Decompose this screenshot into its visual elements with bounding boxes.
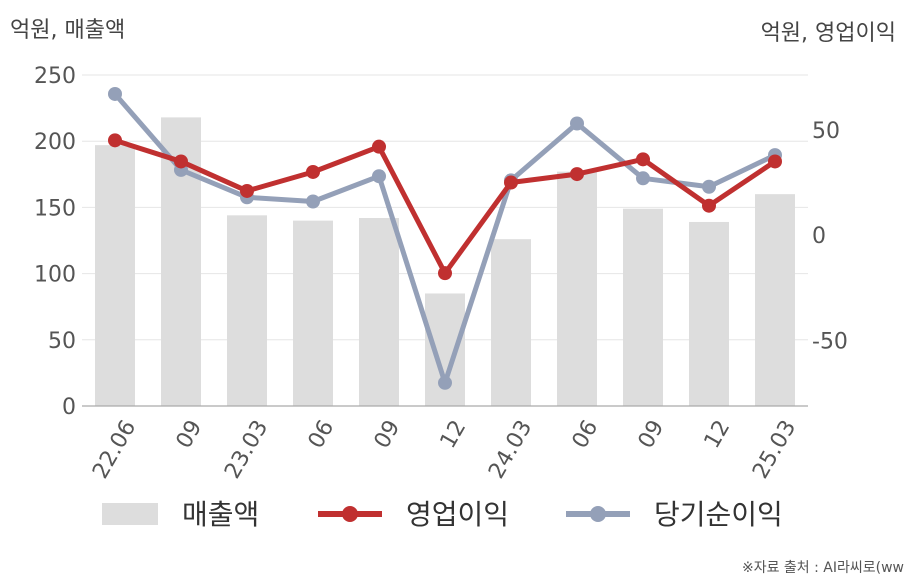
data-point [504, 175, 518, 190]
data-point [240, 183, 254, 198]
x-tick-label: 09 [370, 416, 406, 453]
data-point [768, 154, 782, 169]
legend-swatch [102, 503, 158, 525]
right-axis-title: 억원, 영업이익 [761, 21, 896, 46]
left-tick-label: 150 [34, 196, 76, 221]
data-point [306, 164, 320, 179]
bar [623, 208, 663, 406]
data-point [702, 179, 716, 194]
right-tick-label: 50 [812, 119, 840, 144]
data-point [570, 167, 584, 182]
legend-marker [590, 506, 606, 522]
data-point [174, 154, 188, 169]
bar [755, 194, 795, 406]
left-tick-label: 0 [62, 395, 76, 420]
left-tick-label: 250 [34, 64, 76, 89]
left-tick-label: 200 [34, 130, 76, 155]
x-tick-label: 09 [172, 416, 208, 453]
x-tick-label: 24.03 [484, 416, 537, 483]
data-point [702, 198, 716, 213]
series-line [112, 137, 778, 276]
x-tick-label: 23.03 [220, 416, 273, 483]
x-tick-label: 25.03 [748, 416, 801, 483]
bar [359, 217, 399, 406]
x-tick-label: 06 [568, 416, 604, 453]
bar-layer [95, 117, 795, 407]
data-point [438, 375, 452, 390]
legend-label: 당기순이익 [654, 498, 783, 531]
left-tick-label: 50 [48, 329, 76, 354]
line-layer [108, 86, 782, 390]
data-point [372, 169, 386, 184]
data-point [438, 266, 452, 281]
x-tick-label: 12 [700, 416, 736, 453]
source-note: ※자료 출처 : AI라씨로(ww [742, 560, 904, 576]
data-point [108, 86, 122, 101]
x-tick-label: 06 [304, 416, 340, 453]
legend: 매출액 영업이익 당기순이익 [102, 498, 783, 531]
bar [293, 220, 333, 406]
right-tick-label: -50 [812, 330, 848, 355]
legend-label: 영업이익 [406, 498, 509, 531]
legend-marker [342, 506, 358, 522]
x-tick-label: 12 [436, 416, 472, 453]
data-point [306, 194, 320, 209]
bar [689, 221, 729, 406]
bar [491, 239, 531, 406]
right-tick-label: 0 [812, 224, 826, 249]
data-point [636, 171, 650, 186]
data-point [108, 133, 122, 148]
data-point [636, 152, 650, 167]
left-tick-label: 100 [34, 263, 76, 288]
grid-layer [82, 74, 808, 341]
bar [557, 171, 597, 406]
data-point [372, 139, 386, 154]
left-axis-title: 억원, 매출액 [10, 18, 125, 43]
x-tick-label: 09 [634, 416, 670, 453]
bar [95, 145, 135, 406]
data-point [570, 116, 584, 131]
bar [227, 215, 267, 406]
x-tick-label: 22.06 [88, 416, 141, 483]
legend-label: 매출액 [182, 498, 259, 531]
